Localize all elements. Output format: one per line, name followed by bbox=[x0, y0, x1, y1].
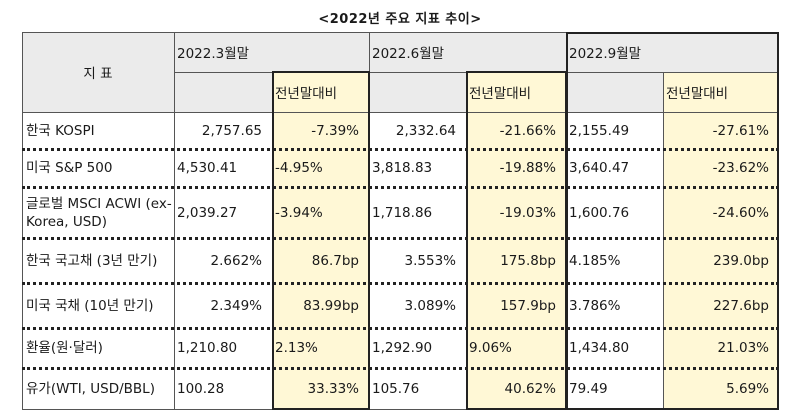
row-label: 한국 국고채 (3년 만기) bbox=[26, 252, 158, 269]
indicator-table: 지 표 2022.3월말 전년말대비 2022.6월말 전년말대비 2022.9월말 전년말… bbox=[22, 32, 779, 410]
change-value: -27.61% bbox=[663, 112, 779, 149]
column-divider bbox=[466, 72, 467, 410]
indicator-value: 3,818.83 bbox=[372, 160, 433, 176]
indicator-value: 4.185% bbox=[569, 252, 621, 269]
indicator-value: 3.089% bbox=[404, 297, 456, 314]
indicator-value: 1,434.80 bbox=[569, 340, 630, 356]
indicator-value: 3.553% bbox=[404, 252, 456, 269]
change-value: 83.99bp bbox=[272, 283, 369, 328]
header-divider bbox=[22, 112, 779, 113]
row-label: 유가(WTI, USD/BBL) bbox=[26, 381, 155, 397]
period-header: 2022.6월말 bbox=[369, 32, 566, 72]
change-subheader: 전년말대비 bbox=[272, 72, 369, 112]
change-subheader: 전년말대비 bbox=[663, 72, 779, 112]
indicator-value: 105.76 bbox=[372, 381, 420, 397]
table-border-top bbox=[22, 32, 779, 33]
change-value: -4.95% bbox=[272, 149, 369, 187]
change-value: 157.9bp bbox=[466, 283, 566, 328]
table-border-bottom bbox=[22, 409, 779, 410]
indicator-value: 4,530.41 bbox=[177, 160, 238, 176]
indicator-value: 100.28 bbox=[177, 381, 225, 397]
row-divider bbox=[22, 327, 779, 330]
row-divider bbox=[22, 237, 779, 240]
indicator-value: 2.662% bbox=[210, 252, 262, 269]
change-value: -24.60% bbox=[663, 187, 779, 238]
indicator-value: 1,210.80 bbox=[177, 340, 238, 356]
row-divider bbox=[22, 367, 779, 370]
row-label: 글로벌 MSCI ACWI (ex-Korea, USD) bbox=[26, 195, 172, 230]
indicator-value: 1,292.90 bbox=[372, 340, 433, 356]
column-divider bbox=[174, 32, 175, 410]
change-value: -19.03% bbox=[466, 187, 566, 238]
change-value: 40.62% bbox=[466, 368, 566, 410]
indicator-value: 1,600.76 bbox=[569, 204, 630, 221]
change-value: 2.13% bbox=[272, 328, 369, 368]
change-value: -21.66% bbox=[466, 112, 566, 149]
change-value: 227.6bp bbox=[663, 283, 779, 328]
change-value: 175.8bp bbox=[466, 238, 566, 283]
value-subheader-blank bbox=[369, 72, 466, 112]
indicator-value: 3.786% bbox=[569, 297, 621, 314]
change-value: 86.7bp bbox=[272, 238, 369, 283]
row-label: 미국 국채 (10년 만기) bbox=[26, 297, 154, 314]
table-border-right bbox=[778, 32, 779, 410]
change-value: 21.03% bbox=[663, 328, 779, 368]
column-divider bbox=[663, 72, 664, 410]
column-divider bbox=[566, 32, 567, 410]
table-title: <2022년 주요 지표 추이> bbox=[318, 12, 482, 27]
indicator-value: 2,039.27 bbox=[177, 204, 238, 221]
indicator-value: 2,332.64 bbox=[395, 122, 456, 139]
change-value: -3.94% bbox=[272, 187, 369, 238]
change-subheader: 전년말대비 bbox=[466, 72, 566, 112]
change-value: 239.0bp bbox=[663, 238, 779, 283]
header-divider bbox=[174, 72, 779, 73]
column-divider bbox=[272, 72, 273, 410]
column-divider bbox=[369, 32, 370, 410]
value-subheader-blank bbox=[174, 72, 272, 112]
indicator-value: 2.349% bbox=[210, 297, 262, 314]
row-label: 환율(원·달러) bbox=[26, 340, 103, 356]
period-header: 2022.3월말 bbox=[174, 32, 369, 72]
change-value: 33.33% bbox=[272, 368, 369, 410]
change-value: -19.88% bbox=[466, 149, 566, 187]
indicator-value: 1,718.86 bbox=[372, 204, 433, 221]
change-value: -7.39% bbox=[272, 112, 369, 149]
period-header: 2022.9월말 bbox=[566, 32, 779, 72]
table-border-left bbox=[22, 32, 23, 410]
row-divider bbox=[22, 282, 779, 285]
row-label: 미국 S&P 500 bbox=[26, 160, 113, 176]
change-value: 5.69% bbox=[663, 368, 779, 410]
indicator-value: 3,640.47 bbox=[569, 160, 630, 176]
indicator-value: 2,757.65 bbox=[201, 122, 262, 139]
indicator-value: 2,155.49 bbox=[569, 122, 630, 139]
indicator-header: 지 표 bbox=[22, 32, 174, 112]
change-value: 9.06% bbox=[466, 328, 566, 368]
change-value: -23.62% bbox=[663, 149, 779, 187]
value-subheader-blank bbox=[566, 72, 663, 112]
row-divider bbox=[22, 186, 779, 189]
indicator-value: 79.49 bbox=[569, 381, 608, 397]
row-label: 한국 KOSPI bbox=[26, 122, 95, 139]
row-divider bbox=[22, 148, 779, 151]
